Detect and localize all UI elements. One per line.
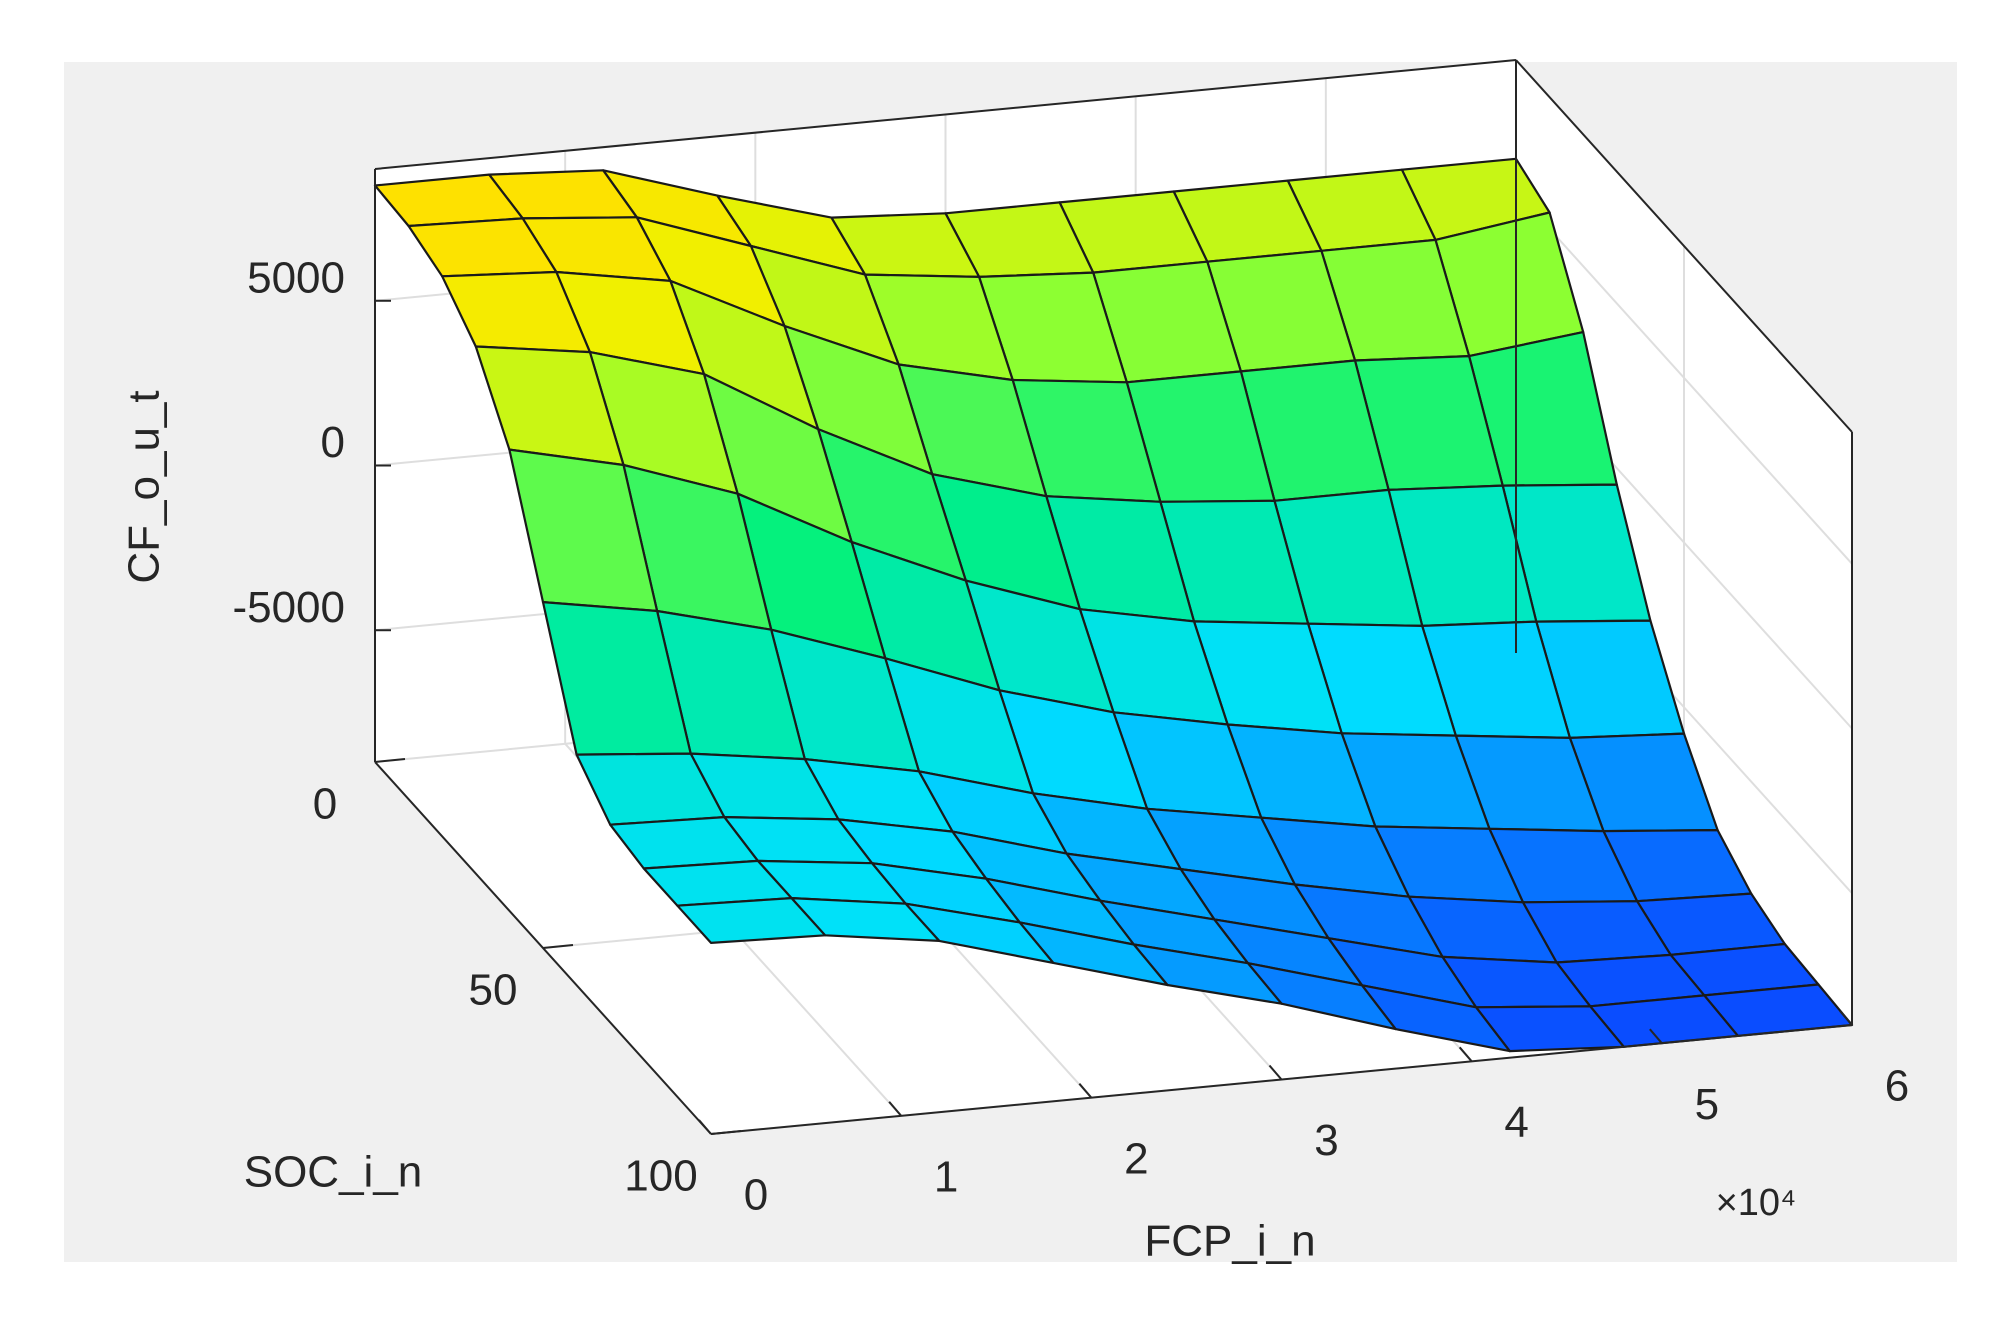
axes: -5000 0 5000 0 50 100 0 1 2 3 4 5 6: [232, 59, 1909, 1220]
x-tick: [1268, 1064, 1283, 1081]
x-tick-label: 4: [1504, 1098, 1528, 1147]
x-axis-label: FCP_i_n: [1144, 1217, 1315, 1266]
x-tick-label: 0: [744, 1171, 768, 1220]
y-tick-label: 0: [313, 780, 337, 829]
x-tick: [1649, 1028, 1663, 1044]
x-tick-label: 1: [934, 1152, 958, 1201]
axis-line: [1515, 59, 1853, 433]
x-tick-label: 6: [1885, 1062, 1909, 1111]
x-tick-label: 2: [1124, 1134, 1148, 1183]
x-tick-label: 5: [1695, 1080, 1719, 1129]
axis-line: [374, 59, 1517, 170]
y-tick-label: 50: [469, 966, 518, 1015]
x-tick-label: 3: [1314, 1116, 1338, 1165]
z-tick-label: -5000: [232, 583, 345, 632]
y-tick: [374, 758, 406, 763]
y-tick-label: 100: [624, 1152, 697, 1201]
y-tick: [710, 1130, 742, 1135]
x-tick: [1458, 1046, 1473, 1062]
x-tick: [698, 1119, 712, 1135]
surface-cell: [676, 896, 827, 945]
z-grid-line: [1515, 191, 1853, 565]
z-tick-label: 5000: [247, 253, 345, 302]
y-tick: [542, 944, 574, 949]
y-axis-label: SOC_i_n: [244, 1148, 423, 1197]
x-tick: [888, 1101, 902, 1117]
z-tick-label: 0: [321, 418, 345, 467]
x-tick: [1078, 1083, 1093, 1099]
z-axis-label: CF_o_u_t: [120, 390, 169, 583]
x-tick: [1839, 1010, 1853, 1026]
x-exponent-label: ×10⁴: [1716, 1182, 1797, 1224]
surface: [373, 157, 1854, 1053]
